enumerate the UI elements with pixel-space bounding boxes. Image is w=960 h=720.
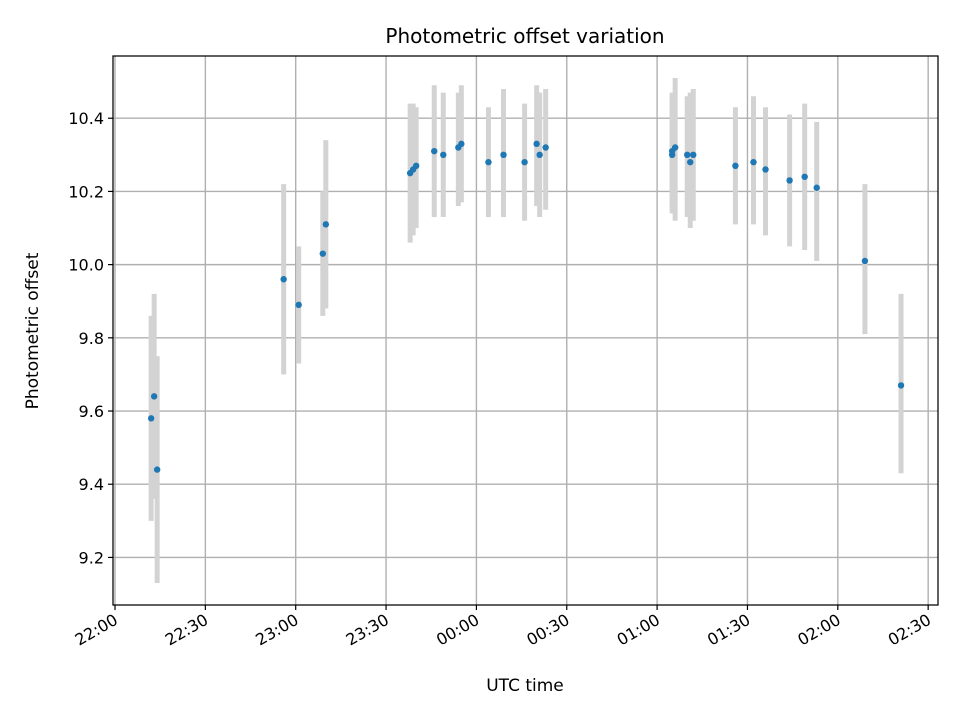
x-tick-label: 22:00: [72, 610, 121, 650]
data-point: [485, 158, 492, 166]
x-tick-label: 22:30: [162, 610, 211, 650]
error-bars: [148, 77, 904, 584]
plot-area-frame: [112, 55, 939, 606]
data-point: [150, 393, 158, 400]
x-tick-label: 02:30: [885, 610, 934, 650]
data-point: [750, 158, 757, 166]
data-point: [536, 151, 543, 159]
data-point: [280, 276, 287, 283]
data-point: [801, 173, 808, 180]
data-point: [813, 184, 820, 191]
data-point: [684, 151, 691, 159]
y-tick-label: 9.4: [79, 475, 104, 494]
data-point: [458, 140, 465, 148]
data-point: [147, 415, 155, 422]
y-axis-ticks: 9.2 9.4 9.6 9.8 10.0 10.2 10.4: [68, 109, 113, 567]
data-point: [431, 147, 438, 155]
x-axis-ticks: 22:00 22:30 23:00 23:30 00:00 00:30 01:00 01:30…: [72, 605, 934, 650]
data-point: [319, 250, 327, 257]
y-tick-label: 9.2: [79, 548, 104, 567]
y-tick-label: 9.8: [79, 329, 104, 348]
data-point: [542, 144, 549, 151]
data-point: [500, 151, 507, 159]
data-point: [671, 144, 679, 151]
data-point: [687, 158, 694, 166]
chart-title: Photometric offset variation: [385, 24, 664, 48]
x-axis-title: UTC time: [486, 676, 564, 696]
x-tick-label: 01:30: [704, 610, 753, 650]
x-tick-label: 23:00: [252, 610, 301, 650]
y-tick-label: 10.0: [68, 256, 104, 275]
data-point: [153, 466, 161, 473]
data-point: [533, 140, 540, 148]
y-tick-label: 9.6: [79, 402, 104, 421]
data-point: [440, 151, 447, 159]
data-point: [786, 177, 793, 184]
x-tick-label: 23:30: [343, 610, 392, 650]
data-point: [897, 382, 905, 389]
x-tick-label: 00:00: [433, 610, 482, 650]
data-point: [762, 166, 769, 173]
y-tick-label: 10.4: [68, 109, 104, 128]
data-point: [295, 301, 302, 309]
data-point: [690, 151, 697, 159]
data-point: [322, 221, 330, 228]
data-points: [147, 140, 905, 473]
data-point: [861, 257, 869, 265]
x-tick-label: 01:00: [614, 610, 663, 650]
x-tick-label: 02:00: [794, 610, 843, 650]
x-tick-label: 00:30: [523, 610, 572, 650]
data-point: [521, 158, 528, 166]
data-point: [732, 162, 739, 169]
y-tick-label: 10.2: [68, 182, 104, 201]
y-axis-title: Photometric offset: [23, 252, 43, 409]
data-point: [412, 162, 420, 169]
